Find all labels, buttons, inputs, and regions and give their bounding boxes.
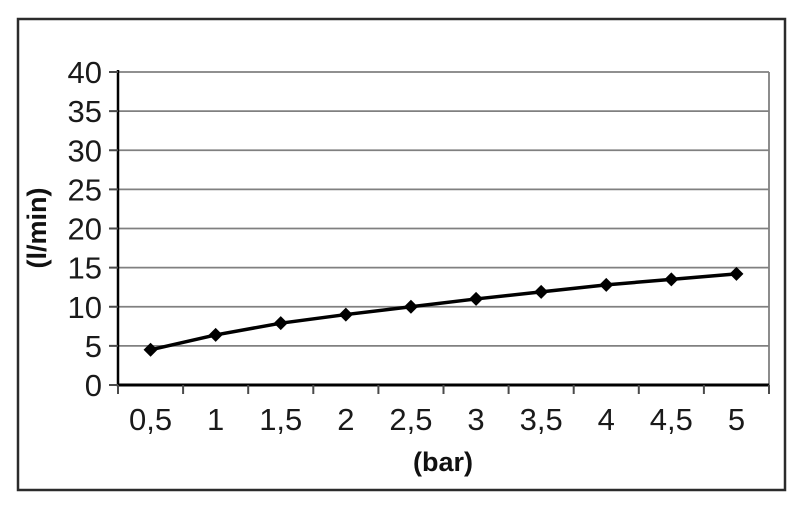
y-tick-label-30: 30	[68, 133, 102, 168]
x-axis-title: (bar)	[413, 447, 473, 477]
series-line-flow-rate	[150, 272, 737, 352]
y-tick-label-10: 10	[68, 290, 102, 325]
x-tick-label-9: 5	[728, 402, 745, 437]
data-point-marker-2	[338, 307, 353, 322]
data-point-marker-3,5	[534, 284, 549, 299]
data-point-marker-2,5	[403, 299, 418, 314]
data-point-marker-4,5	[664, 272, 679, 287]
data-point-marker-4	[599, 277, 614, 292]
x-tick-label-3: 2	[337, 402, 354, 437]
tick-marks-group	[109, 71, 770, 394]
data-point-marker-3	[469, 291, 484, 306]
data-point-marker-0,5	[143, 342, 158, 357]
x-tick-label-7: 4	[598, 402, 615, 437]
y-tick-label-0: 0	[85, 368, 102, 403]
x-tick-label-5: 3	[467, 402, 484, 437]
data-point-marker-5	[729, 266, 744, 281]
y-tick-label-20: 20	[68, 212, 102, 247]
x-tick-label-0: 0,5	[129, 402, 172, 437]
data-point-marker-1	[208, 327, 223, 342]
y-tick-label-40: 40	[68, 55, 102, 90]
x-tick-label-6: 3,5	[520, 402, 563, 437]
gridlines-group	[118, 71, 770, 385]
y-tick-label-25: 25	[68, 172, 102, 207]
y-tick-label-35: 35	[68, 94, 102, 129]
tick-labels-group: 0 5 10 15 20 25 30 35 40 0,5 1 1,5 2 2,5 3 3,5 4 4,5 5	[68, 55, 746, 437]
x-tick-label-8: 4,5	[650, 402, 693, 437]
y-axis-title: (l/min)	[22, 188, 52, 269]
y-tick-label-5: 5	[85, 329, 102, 364]
x-tick-label-2: 1,5	[259, 402, 302, 437]
y-tick-label-15: 15	[68, 251, 102, 286]
data-series-group	[143, 266, 744, 357]
chart-frame-border	[16, 17, 787, 492]
x-tick-label-1: 1	[207, 402, 224, 437]
x-tick-label-4: 2,5	[389, 402, 432, 437]
data-point-marker-1,5	[273, 316, 288, 331]
